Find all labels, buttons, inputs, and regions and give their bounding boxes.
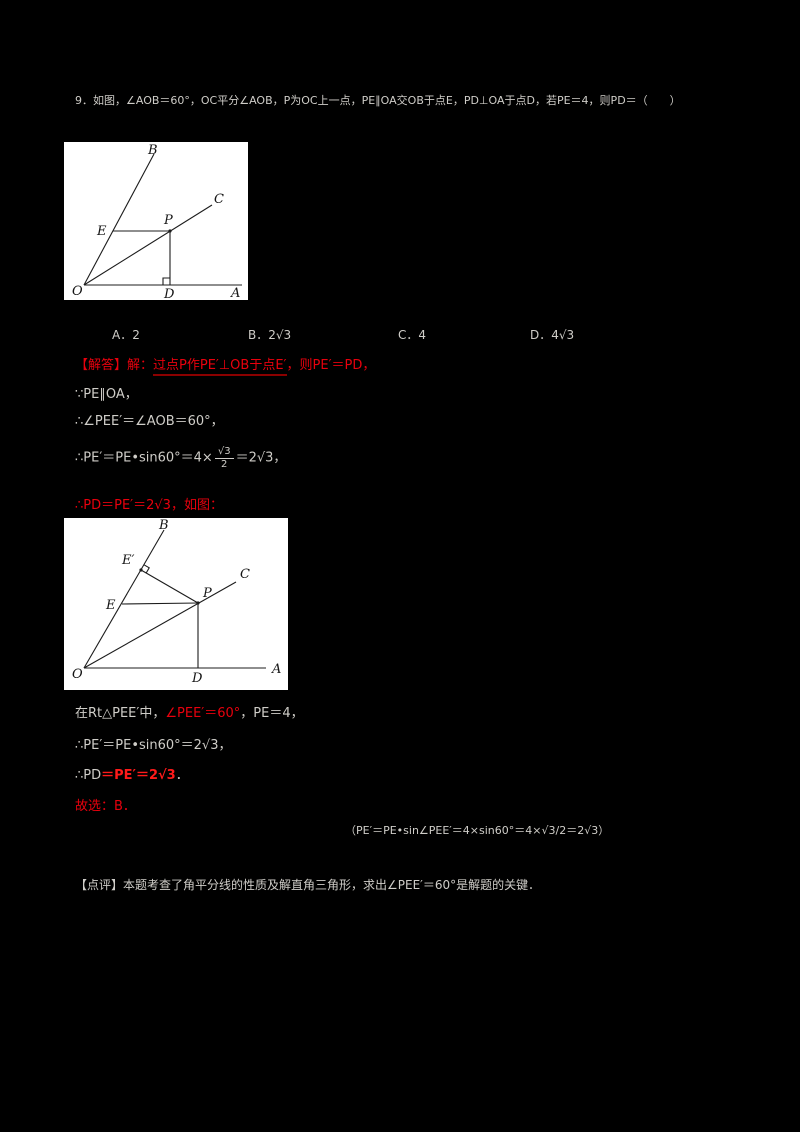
solution-line-3: ∴∠PEE′＝∠AOB＝60°， [75,414,224,429]
point-p-dot [168,229,172,233]
figure-2-svg: O B C A E′ E P D [72,518,281,686]
point-label-a: A [271,662,281,677]
ray-ob [83,153,155,286]
comment-text: 本题考查了角平分线的性质及解直角三角形，求出∠PEE′＝60°是解题的关键． [123,878,541,892]
solution-line-8: ∴PD＝PE′＝2√3． [75,768,189,784]
solution-line-6: 在Rt△PEE′中，∠PEE′＝60°，PE＝4， [75,706,304,722]
solution-line-1-suffix: ，则PE′＝PD， [286,358,376,373]
fraction-denominator: 2 [221,458,228,470]
solution-line-7: ∴PE′＝PE•sin60°＝2√3， [75,738,232,753]
solution-line-2: ∵PE∥OA， [75,387,138,402]
solution-line-8-pre: ∴PD [75,768,102,783]
point-p-dot [196,601,200,605]
solution-line-8-post: ． [175,768,189,783]
geometry-figure-1: O B C A E P D [64,142,248,300]
solution-line-1: 【解答】解：过点P作PE′⊥OB于点E′，则PE′＝PD， [75,358,376,376]
segment-ep [121,602,199,605]
ray-oc [83,581,237,669]
comment-tag: 【点评】 [75,878,124,892]
answer-choice-line: 故选：B． [75,799,136,814]
option-b: B．2√3 [248,328,292,342]
solution-line-6-post: ，PE＝4， [240,706,304,721]
point-label-b: B [158,518,169,533]
problem-statement: 9．如图，∠AOB＝60°，OC平分∠AOB，P为OC上一点，PE∥OA交OB于… [75,94,681,107]
point-label-p: P [202,586,212,601]
point-label-d: D [191,671,203,686]
solution-line-4: ∴PE′＝PE•sin60°＝4× √3 2 ＝2√3， [75,446,286,470]
ray-oc [83,204,213,286]
solution-line-4-before: ∴PE′＝PE•sin60°＝4× [75,450,213,466]
formula-note: （PE′＝PE•sin∠PEE′＝4×sin60°＝4×√3/2＝2√3） [345,824,610,837]
point-label-e: E [105,598,116,613]
construction-underlined: 过点P作PE′⊥OB于点E′ [153,358,287,376]
point-label-d: D [163,287,175,300]
figure-1-svg: O B C A E P D [72,143,242,300]
point-label-c: C [214,192,224,207]
option-a: A．2 [112,328,140,342]
option-d: D．4√3 [530,328,575,342]
fraction-sqrt3-over-2: √3 2 [214,446,234,470]
ray-ob [83,529,165,669]
comment-line: 【点评】本题考查了角平分线的性质及解直角三角形，求出∠PEE′＝60°是解题的关… [75,878,540,893]
point-label-o: O [72,667,83,682]
solution-line-6-red: ∠PEE′＝60° [165,706,241,721]
point-label-b: B [147,143,158,158]
point-label-p: P [163,213,173,228]
option-c: C．4 [398,328,427,342]
final-value-red: ＝PE′＝2√3 [101,768,176,783]
point-label-e-prime: E′ [121,553,134,568]
point-label-a: A [230,286,240,300]
solution-line-5: ∴PD＝PE′＝2√3，如图： [75,498,223,513]
answer-tag: 【解答】解： [75,358,154,373]
solution-line-4-after: ＝2√3， [235,450,287,466]
right-angle-mark [162,277,170,285]
fraction-numerator: √3 [214,446,234,459]
geometry-figure-2: O B C A E′ E P D [64,518,288,690]
segment-pe-prime [140,569,199,604]
point-label-c: C [240,567,250,582]
point-label-o: O [72,284,83,299]
point-label-e: E [96,224,107,239]
right-angle-mark-e-prime [143,564,150,574]
point-e-prime-dot [139,568,143,572]
solution-line-6-pre: 在Rt△PEE′中， [75,706,166,721]
